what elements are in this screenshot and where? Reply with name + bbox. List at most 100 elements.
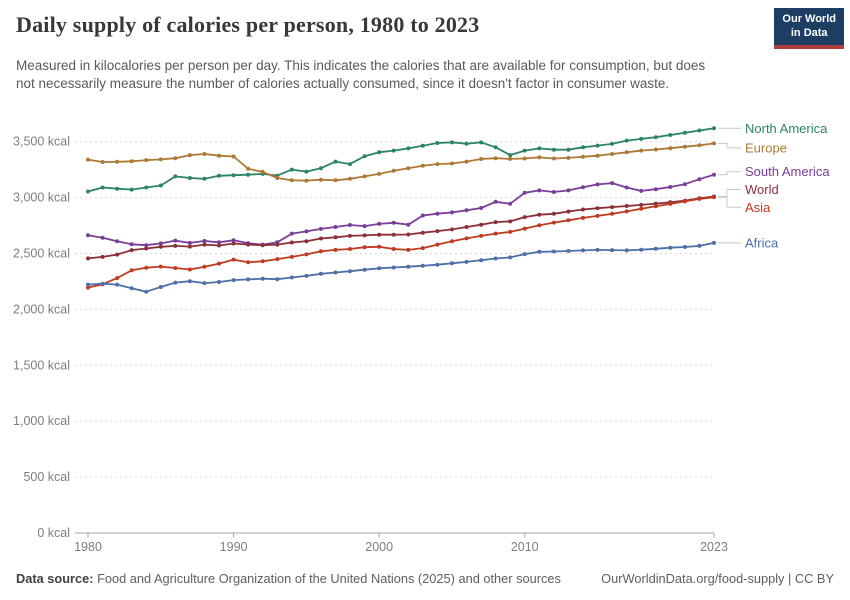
data-point: [246, 277, 251, 282]
data-point: [173, 156, 178, 161]
data-point: [362, 245, 367, 250]
data-point: [712, 141, 716, 146]
data-point: [668, 201, 673, 206]
data-point: [115, 159, 120, 164]
data-point: [144, 289, 149, 294]
data-point: [391, 168, 396, 173]
data-point: [653, 135, 658, 140]
data-point: [668, 146, 673, 151]
data-point: [115, 186, 120, 191]
data-point: [187, 153, 192, 158]
data-point: [537, 212, 542, 217]
data-point: [420, 143, 425, 148]
legend-label-south-america[interactable]: South America: [745, 164, 830, 179]
data-point: [318, 226, 323, 231]
data-point: [639, 247, 644, 252]
data-point: [551, 220, 556, 225]
data-point: [420, 246, 425, 251]
data-point: [391, 265, 396, 270]
data-point: [377, 244, 382, 249]
data-point: [479, 258, 484, 263]
y-tick-label: 1,500 kcal: [13, 358, 70, 372]
data-point: [566, 218, 571, 223]
data-point: [275, 242, 280, 247]
data-point: [493, 199, 498, 204]
data-point: [406, 222, 411, 227]
data-point: [581, 154, 585, 159]
data-point: [158, 183, 163, 188]
data-point: [668, 245, 673, 250]
data-point: [464, 159, 469, 164]
data-point: [566, 155, 571, 160]
data-point: [508, 255, 513, 260]
series-africa[interactable]: [86, 240, 716, 294]
owid-logo[interactable]: Our World in Data: [774, 8, 844, 49]
data-point: [508, 156, 513, 161]
data-point: [566, 249, 571, 253]
data-point: [479, 157, 484, 161]
data-point: [231, 257, 236, 262]
data-point: [289, 254, 294, 259]
data-point: [246, 166, 251, 171]
data-point: [391, 220, 396, 225]
data-point: [450, 261, 454, 266]
data-point: [479, 233, 484, 238]
data-point: [653, 246, 658, 251]
data-point: [450, 140, 454, 145]
y-tick-label: 500 kcal: [23, 470, 70, 484]
data-point: [566, 147, 571, 152]
x-tick-label: 1980: [74, 540, 102, 554]
data-point: [639, 136, 644, 141]
legend-connector: [718, 196, 741, 208]
data-point: [129, 286, 134, 291]
data-point: [304, 169, 309, 174]
legend-label-world[interactable]: World: [745, 182, 779, 197]
legend-label-north-america[interactable]: North America: [745, 121, 828, 136]
data-point: [217, 243, 221, 248]
data-point: [304, 229, 309, 234]
data-point: [522, 252, 527, 257]
series-asia[interactable]: [86, 195, 716, 290]
data-point: [202, 152, 207, 156]
data-point: [231, 173, 236, 178]
legend-label-europe[interactable]: Europe: [745, 140, 787, 155]
data-point: [406, 166, 411, 171]
data-point: [595, 247, 600, 252]
data-point: [115, 239, 120, 244]
data-point: [246, 172, 251, 177]
series-line-world: [87, 195, 715, 260]
credit-link[interactable]: OurWorldinData.org/food-supply | CC BY: [601, 571, 834, 586]
data-point: [537, 249, 542, 254]
data-point: [100, 185, 105, 190]
series-line-asia: [87, 196, 715, 289]
data-point: [493, 145, 498, 150]
data-point: [202, 281, 207, 286]
data-point: [86, 157, 90, 162]
chart-subtitle: Measured in kilocalories per person per …: [16, 58, 706, 92]
data-point: [129, 268, 134, 273]
data-point: [624, 185, 629, 190]
data-point: [406, 264, 411, 269]
data-point: [712, 172, 716, 177]
data-point: [435, 141, 440, 145]
data-point: [479, 206, 484, 210]
series-europe[interactable]: [86, 141, 716, 183]
legend-label-asia[interactable]: Asia: [745, 200, 771, 215]
series-north-america[interactable]: [86, 126, 716, 194]
data-point: [348, 162, 352, 167]
data-point: [333, 270, 338, 275]
series-south-america[interactable]: [86, 172, 716, 248]
data-point: [202, 242, 207, 247]
data-point: [420, 263, 425, 268]
data-point: [348, 269, 352, 274]
data-point: [697, 128, 702, 133]
data-point: [581, 248, 585, 253]
data-point: [639, 148, 644, 153]
data-point: [682, 199, 687, 204]
legend-label-africa[interactable]: Africa: [745, 235, 779, 250]
data-point: [377, 171, 382, 176]
data-point: [115, 282, 120, 287]
data-point: [697, 177, 702, 182]
data-point: [129, 242, 134, 247]
